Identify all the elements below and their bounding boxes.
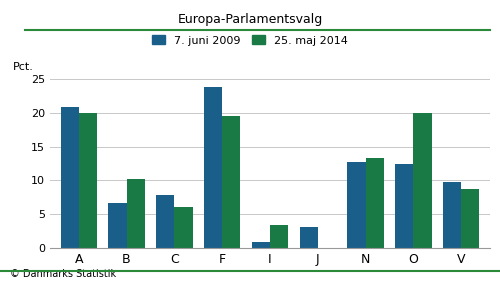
Bar (462, 189, 479, 248)
Bar (204, 87, 222, 248)
Bar (126, 179, 144, 248)
Bar (443, 182, 462, 248)
Bar (174, 207, 192, 248)
Bar (300, 227, 318, 248)
Legend: 7. juni 2009, 25. maj 2014: 7. juni 2009, 25. maj 2014 (152, 35, 348, 46)
Text: Pct.: Pct. (12, 62, 34, 72)
Text: Europa-Parlamentsvalg: Europa-Parlamentsvalg (178, 13, 322, 26)
Bar (60, 107, 78, 248)
Text: © Danmarks Statistik: © Danmarks Statistik (10, 269, 116, 279)
Bar (348, 162, 366, 248)
Bar (270, 225, 288, 248)
Bar (156, 195, 174, 248)
Bar (252, 242, 270, 248)
Bar (108, 204, 126, 248)
Bar (396, 164, 413, 248)
Bar (366, 158, 384, 248)
Bar (78, 113, 97, 248)
Bar (414, 113, 432, 248)
Bar (222, 116, 240, 248)
